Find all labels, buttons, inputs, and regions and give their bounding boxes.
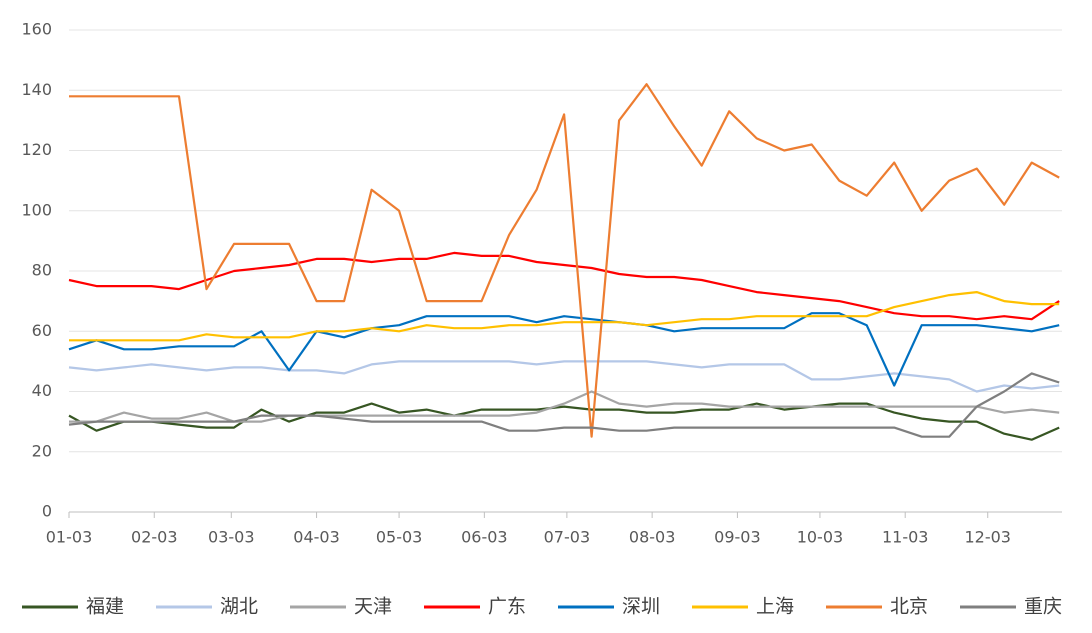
x-tick-label: 03-03: [208, 528, 255, 547]
x-tick-label: 01-03: [46, 528, 93, 547]
x-tick-label: 12-03: [964, 528, 1011, 547]
series-line: [68, 251, 1060, 321]
legend-label: 广东: [488, 596, 526, 618]
series-line: [69, 291, 1060, 342]
y-tick-label: 60: [32, 321, 52, 340]
series-line: [68, 360, 1060, 393]
y-tick-label: 80: [32, 261, 52, 280]
y-tick-label: 100: [21, 200, 52, 219]
legend-label: 福建: [86, 596, 124, 618]
series-line: [68, 372, 1060, 438]
x-tick-label: 11-03: [882, 528, 929, 547]
legend-label: 上海: [756, 596, 794, 618]
y-tick-label: 0: [42, 502, 52, 521]
legend-label: 深圳: [622, 596, 660, 618]
legend: 福建 湖北 天津 广东 深圳 上海 北京 重庆: [22, 596, 1062, 618]
x-tick-label: 06-03: [461, 528, 508, 547]
series-line: [68, 312, 1060, 387]
x-tick-label: 04-03: [293, 528, 340, 547]
x-tick-label: 10-03: [797, 528, 844, 547]
y-tick-label: 120: [21, 140, 52, 159]
x-tick-label: 05-03: [376, 528, 423, 547]
y-tick-label: 160: [21, 20, 52, 39]
y-tick-label: 20: [32, 441, 52, 460]
legend-label: 天津: [354, 596, 392, 618]
x-tick-label: 09-03: [714, 528, 761, 547]
legend-label: 重庆: [1024, 596, 1062, 618]
series-line: [68, 402, 1060, 441]
series-line: [69, 83, 1060, 438]
x-tick-label: 02-03: [131, 528, 178, 547]
x-tick-label: 08-03: [629, 528, 676, 547]
y-tick-label: 40: [32, 381, 52, 400]
legend-label: 湖北: [220, 596, 258, 618]
x-tick-label: 07-03: [544, 528, 591, 547]
legend-label: 北京: [890, 596, 928, 618]
y-tick-label: 140: [21, 80, 52, 99]
